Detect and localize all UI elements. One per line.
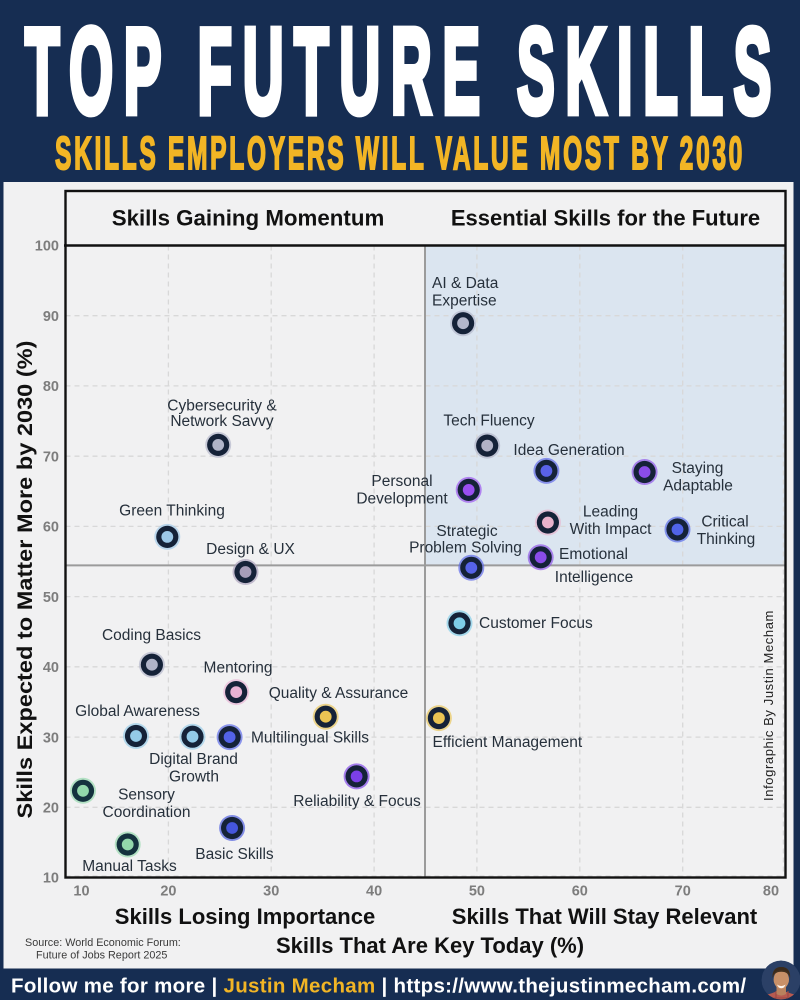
- svg-text:40: 40: [366, 884, 382, 900]
- svg-text:10: 10: [73, 884, 89, 900]
- svg-text:Thinking: Thinking: [697, 531, 756, 548]
- svg-text:Strategic: Strategic: [436, 523, 497, 540]
- svg-text:90: 90: [43, 309, 59, 325]
- svg-text:Expertise: Expertise: [432, 293, 497, 310]
- svg-text:Manual Tasks: Manual Tasks: [82, 858, 177, 875]
- svg-text:Leading: Leading: [583, 504, 638, 521]
- svg-text:70: 70: [43, 449, 59, 465]
- svg-text:Green Thinking: Green Thinking: [119, 503, 225, 520]
- svg-text:Essential Skills for the Futur: Essential Skills for the Future: [451, 206, 760, 231]
- svg-text:Tech Fluency: Tech Fluency: [443, 413, 535, 430]
- svg-text:Coordination: Coordination: [103, 804, 191, 821]
- svg-text:70: 70: [675, 884, 691, 900]
- svg-text:Development: Development: [356, 491, 448, 508]
- svg-text:Source: World Economic Forum:: Source: World Economic Forum:: [25, 937, 181, 949]
- svg-text:Personal: Personal: [371, 473, 432, 490]
- svg-text:Mentoring: Mentoring: [204, 660, 273, 677]
- svg-text:Skills Gaining Momentum: Skills Gaining Momentum: [112, 206, 385, 231]
- svg-text:Skills That Will Stay Relevant: Skills That Will Stay Relevant: [452, 904, 758, 929]
- svg-text:Skills Losing Importance: Skills Losing Importance: [115, 904, 375, 929]
- svg-text:40: 40: [43, 660, 59, 676]
- svg-text:10: 10: [43, 871, 59, 887]
- svg-text:Cybersecurity &: Cybersecurity &: [167, 398, 277, 415]
- svg-text:TOP FUTURE SKILLS: TOP FUTURE SKILLS: [25, 3, 782, 139]
- svg-text:Coding Basics: Coding Basics: [102, 627, 201, 644]
- svg-text:20: 20: [160, 884, 176, 900]
- svg-text:AI & Data: AI & Data: [432, 275, 499, 292]
- svg-text:50: 50: [469, 884, 485, 900]
- svg-text:Future of Jobs Report 2025: Future of Jobs Report 2025: [36, 950, 167, 962]
- svg-text:100: 100: [35, 239, 59, 255]
- svg-text:Global Awareness: Global Awareness: [75, 703, 200, 720]
- svg-text:Adaptable: Adaptable: [663, 478, 733, 495]
- svg-text:Design & UX: Design & UX: [206, 541, 295, 558]
- svg-text:80: 80: [763, 884, 779, 900]
- svg-text:60: 60: [572, 884, 588, 900]
- svg-text:Staying: Staying: [672, 460, 724, 477]
- svg-text:Intelligence: Intelligence: [555, 569, 633, 586]
- svg-text:Customer Focus: Customer Focus: [479, 615, 593, 632]
- svg-text:80: 80: [43, 379, 59, 395]
- svg-text:Skills Expected to Matter More: Skills Expected to Matter More by 2030 (…: [13, 341, 37, 819]
- svg-text:Problem Solving: Problem Solving: [409, 540, 522, 557]
- svg-text:Skills That Are Key Today (%): Skills That Are Key Today (%): [276, 933, 584, 958]
- svg-text:50: 50: [43, 590, 59, 606]
- svg-text:60: 60: [43, 520, 59, 536]
- svg-text:Emotional: Emotional: [559, 546, 628, 563]
- svg-text:Quality & Assurance: Quality & Assurance: [269, 685, 409, 702]
- svg-text:Infographic By Justin Mecham: Infographic By Justin Mecham: [761, 610, 776, 801]
- svg-text:Growth: Growth: [169, 769, 219, 786]
- svg-text:Digital Brand: Digital Brand: [149, 751, 238, 768]
- svg-text:Idea Generation: Idea Generation: [513, 442, 624, 459]
- svg-text:30: 30: [263, 884, 279, 900]
- svg-text:Efficient Management: Efficient Management: [433, 734, 583, 751]
- svg-text:Multilingual Skills: Multilingual Skills: [251, 730, 369, 747]
- svg-text:Reliability & Focus: Reliability & Focus: [293, 793, 421, 810]
- svg-text:SKILLS EMPLOYERS WILL VALUE MO: SKILLS EMPLOYERS WILL VALUE MOST BY 2030: [55, 127, 745, 179]
- svg-text:Follow me for more | Justin Me: Follow me for more | Justin Mecham | htt…: [11, 975, 746, 998]
- svg-text:Sensory: Sensory: [118, 787, 175, 804]
- svg-text:Network Savvy: Network Savvy: [170, 413, 274, 430]
- svg-text:20: 20: [43, 801, 59, 817]
- svg-text:With Impact: With Impact: [570, 521, 653, 538]
- svg-text:30: 30: [43, 730, 59, 746]
- svg-text:Basic Skills: Basic Skills: [195, 846, 274, 863]
- svg-text:Critical: Critical: [701, 514, 748, 531]
